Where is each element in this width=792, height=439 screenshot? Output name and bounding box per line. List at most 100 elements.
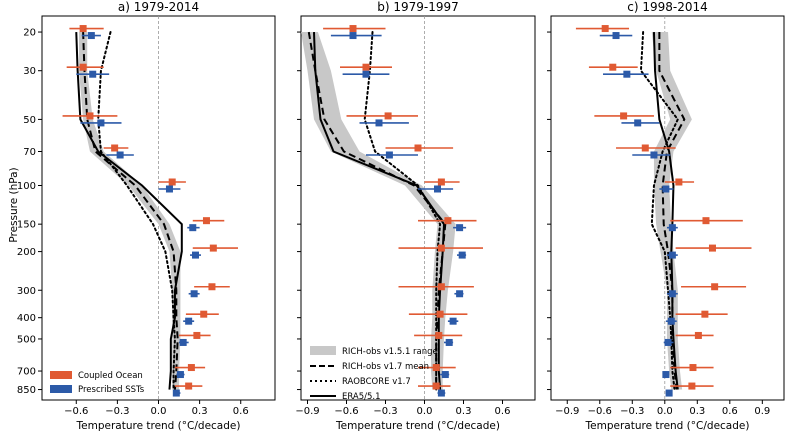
coupled-point: [384, 112, 392, 120]
prescribed-point: [668, 251, 676, 259]
x-tick-label: 0.3: [192, 406, 208, 417]
coupled-point: [437, 244, 445, 252]
prescribed-point: [185, 317, 193, 325]
prescribed-point: [667, 317, 675, 325]
coupled-point: [436, 310, 444, 318]
x-axis-title: Temperature trend (°C/decade): [76, 420, 241, 432]
prescribed-point: [176, 371, 184, 379]
x-tick-label: −0.6: [588, 406, 612, 417]
series-line-rich-obs-v1-7-mean: [82, 32, 179, 390]
coupled-point: [708, 244, 716, 252]
prescribed-point: [116, 151, 124, 159]
x-tick-label: −0.9: [555, 406, 579, 417]
coupled-point: [601, 25, 609, 33]
x-tick-label: −0.6: [64, 406, 88, 417]
legend-swatch: [50, 371, 72, 379]
panel-1: a) 1979-2014 20 30 50 70 100 150 200 300 400 500 70…: [17, 0, 276, 432]
series-line-era5-5-1: [75, 32, 183, 390]
prescribed-point: [172, 389, 180, 397]
y-tick-label: 100: [17, 181, 36, 192]
prescribed-point: [362, 70, 370, 78]
x-tick-label: 0.0: [151, 406, 167, 417]
y-tick-label: 500: [17, 334, 36, 345]
rich-v151-range-band: [79, 32, 181, 390]
coupled-point: [362, 63, 370, 71]
legend-label: RICH-obs v1.5.1 range: [342, 347, 438, 357]
x-tick-label: 0.6: [722, 406, 738, 417]
prescribed-point: [665, 389, 673, 397]
prescribed-point: [449, 317, 457, 325]
coupled-point: [193, 331, 201, 339]
legend-label: Prescribed SSTs: [78, 385, 145, 395]
prescribed-point: [662, 371, 670, 379]
coupled-point: [437, 283, 445, 291]
coupled-point: [432, 382, 440, 390]
coupled-point: [688, 382, 696, 390]
prescribed-point: [612, 32, 620, 40]
x-tick-label: 0.9: [754, 406, 770, 417]
panel-2: b) 1979-1997 −0.9 −0.6 −0.3 0.0 0.3 0.6 Tempera…: [295, 0, 536, 432]
coupled-point: [694, 331, 702, 339]
rich-v151-range-band: [301, 32, 456, 390]
coupled-point: [609, 63, 617, 71]
x-tick-label: 0.0: [417, 406, 433, 417]
prescribed-point: [634, 119, 642, 127]
y-tick-label: 300: [17, 286, 36, 297]
prescribed-point: [668, 290, 676, 298]
prescribed-point: [437, 389, 445, 397]
y-tick-label: 200: [17, 247, 36, 258]
prescribed-point: [165, 185, 173, 193]
x-tick-label: −0.3: [105, 406, 129, 417]
coupled-point: [200, 310, 208, 318]
panel-title: c) 1998-2014: [627, 0, 708, 14]
prescribed-point: [623, 70, 631, 78]
coupled-point: [202, 217, 210, 225]
series-line-era5-5-1: [652, 32, 679, 390]
y-tick-label: 400: [17, 313, 36, 324]
y-tick-label: 50: [23, 115, 36, 126]
prescribed-point: [668, 224, 676, 232]
panel-title: b) 1979-1997: [377, 0, 459, 14]
legend-swatch: [50, 385, 72, 393]
prescribed-point: [179, 338, 187, 346]
coupled-point: [111, 144, 119, 152]
series-line-raobcore-v1-7: [97, 31, 176, 391]
prescribed-point: [192, 251, 200, 259]
legend-label: ERA5/5.1: [342, 392, 381, 402]
x-tick-label: −0.3: [620, 406, 644, 417]
coupled-point: [675, 178, 683, 186]
legend-label: RAOBCORE v1.7: [342, 377, 411, 387]
coupled-point: [349, 25, 357, 33]
panels: a) 1979-2014 20 30 50 70 100 150 200 300 400 500 70…: [17, 0, 785, 432]
rich-v151-range-band: [651, 32, 692, 390]
x-tick-label: 0.6: [233, 406, 249, 417]
x-axis-title: Temperature trend (°C/decade): [585, 420, 750, 432]
coupled-point: [79, 63, 87, 71]
legend-model: Coupled Ocean Prescribed SSTs: [50, 371, 145, 395]
coupled-point: [444, 217, 452, 225]
x-tick-label: −0.6: [334, 406, 358, 417]
prescribed-point: [434, 185, 441, 193]
series-line-raobcore-v1-7: [363, 31, 442, 391]
y-tick-label: 700: [17, 367, 36, 378]
prescribed-point: [662, 185, 670, 193]
legend-label: RICH-obs v1.7 mean: [342, 362, 429, 372]
prescribed-point: [664, 338, 672, 346]
y-axis-title: Pressure (hPa): [8, 167, 20, 242]
coupled-point: [79, 25, 87, 33]
legend-observations: RICH-obs v1.5.1 range RICH-obs v1.7 mean R…: [310, 346, 438, 402]
x-tick-label: 0.6: [495, 406, 511, 417]
prescribed-point: [445, 338, 453, 346]
y-tick-label: 20: [23, 28, 36, 39]
plot-frame: [300, 15, 536, 401]
coupled-point: [209, 244, 217, 252]
prescribed-point: [456, 290, 464, 298]
prescribed-point: [650, 151, 658, 159]
coupled-point: [702, 217, 710, 225]
x-tick-label: −0.3: [373, 406, 397, 417]
x-tick-label: −0.9: [295, 406, 319, 417]
legend-label: Coupled Ocean: [78, 371, 143, 381]
coupled-point: [437, 178, 445, 186]
coupled-point: [86, 112, 94, 120]
